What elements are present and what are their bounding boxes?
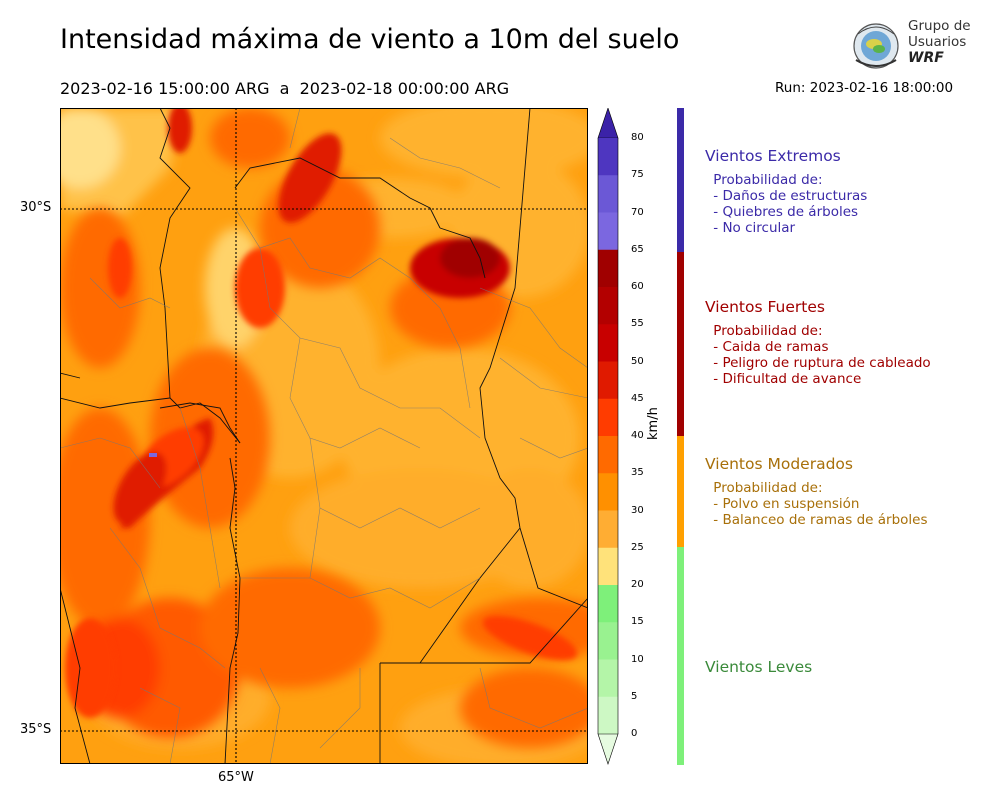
colorbar-segment <box>598 212 618 251</box>
legend-category-bar <box>677 108 684 252</box>
legend-category-title: Vientos Leves <box>705 658 813 676</box>
run-time: Run: 2023-02-16 18:00:00 <box>775 80 954 96</box>
colorbar-tick-label: 30 <box>631 504 644 516</box>
colorbar-tick-label: 60 <box>631 281 644 292</box>
colorbar-segment <box>598 696 618 735</box>
logo-text-line3: WRF <box>908 50 944 66</box>
longitude-label-65w: 65°W <box>218 770 254 785</box>
colorbar-segment <box>598 473 618 511</box>
legend-category-title: Vientos Fuertes <box>705 298 825 316</box>
legend-category-description: Probabilidad de: - Polvo en suspensión -… <box>713 480 928 528</box>
page-title: Intensidad máxima de viento a 10m del su… <box>60 24 680 55</box>
extreme-wind-spot <box>149 453 157 457</box>
colorbar-segment <box>598 547 618 586</box>
colorbar-tick-label: 0 <box>631 728 638 739</box>
colorbar-segment <box>598 175 618 213</box>
legend-category-bar <box>677 547 684 765</box>
colorbar-tick-label: 70 <box>631 206 644 218</box>
colorbar-segment <box>598 622 618 660</box>
latitude-label-35s: 35°S <box>20 722 52 737</box>
latitude-label-30s: 30°S <box>20 200 52 215</box>
logo-text-line1: Grupo de <box>908 18 971 34</box>
colorbar-tick-label: 15 <box>631 616 644 628</box>
grupo-usuarios-wrf-logo: Grupo de Usuarios WRF <box>848 18 978 74</box>
legend-category-description: Probabilidad de: - Daños de estructuras … <box>713 172 868 236</box>
legend-category-bar <box>677 252 684 436</box>
colorbar-tick-label: 25 <box>631 541 644 553</box>
colorbar-segment <box>598 585 618 623</box>
colorbar-segment <box>598 510 618 549</box>
colorbar-tick-label: 80 <box>631 132 644 143</box>
colorbar-tick-label: 40 <box>631 430 644 441</box>
colorbar-segment <box>598 138 618 176</box>
colorbar-tick-label: 50 <box>631 355 644 367</box>
colorbar-tick-label: 75 <box>631 169 644 181</box>
colorbar-tick-label: 20 <box>631 579 644 590</box>
colorbar-segment <box>598 398 618 437</box>
colorbar-lower-arrow <box>597 733 619 765</box>
wind-intensity-map[interactable] <box>60 108 588 764</box>
legend-category-bar <box>677 436 684 547</box>
colorbar-segment <box>598 324 618 362</box>
globe-logo-icon <box>853 23 899 69</box>
colorbar-tick-label: 45 <box>631 392 644 404</box>
department-borders <box>60 108 588 764</box>
colorbar-segment <box>598 361 618 400</box>
colorbar-unit: km/h <box>646 407 661 440</box>
colorbar-tick-label: 35 <box>631 467 644 479</box>
colorbar <box>597 108 619 765</box>
colorbar-segment <box>598 659 618 698</box>
forecast-period: 2023-02-16 15:00:00 ARG a 2023-02-18 00:… <box>60 79 510 98</box>
very-strong-wind-areas <box>65 108 578 718</box>
colorbar-tick-label: 65 <box>631 243 644 255</box>
map-frame <box>60 108 588 764</box>
logo-text-line2: Usuarios <box>908 34 967 50</box>
colorbar-tick-label: 5 <box>631 690 638 702</box>
legend-category-title: Vientos Extremos <box>705 147 841 165</box>
gridlines <box>60 108 588 764</box>
legend-category-description: Probabilidad de: - Caida de ramas - Peli… <box>713 323 931 387</box>
colorbar-tick-label: 55 <box>631 318 644 330</box>
colorbar-segment <box>598 436 618 474</box>
legend-category-title: Vientos Moderados <box>705 455 853 473</box>
colorbar-segment <box>598 287 618 325</box>
colorbar-segment <box>598 249 618 288</box>
colorbar-tick-label: 10 <box>631 653 644 665</box>
colorbar-upper-arrow <box>597 108 619 139</box>
